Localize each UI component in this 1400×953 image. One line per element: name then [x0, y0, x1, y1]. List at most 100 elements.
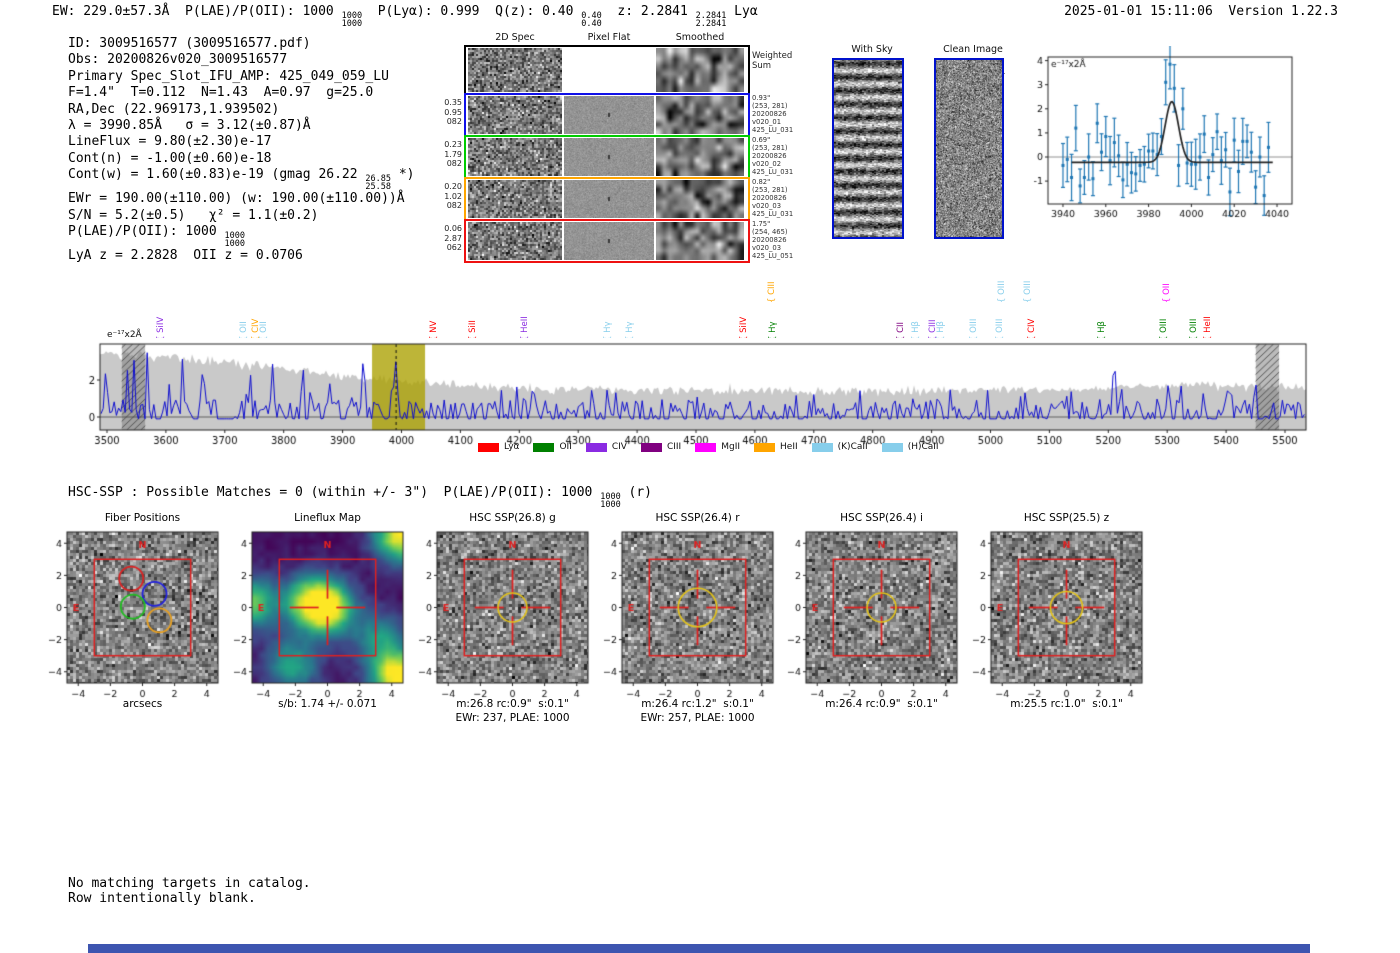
info-text: LyA z = 2.2828 OII z = 0.0706 [68, 248, 303, 264]
legend-swatch [533, 442, 555, 452]
header-fraction-hi: 2.2841 [695, 11, 727, 21]
spec2d-col-header: Pixel Flat [587, 32, 631, 43]
info-text: RA,Dec (22.969173,1.939502) [68, 101, 280, 117]
info-text: F=1.4" T=0.112 N=1.43 A=0.97 g=25.0 [68, 85, 374, 101]
spec2d-cell-smooth [656, 48, 744, 92]
cutout-plot-2 [216, 528, 408, 700]
hsc-text: (r) [620, 485, 653, 500]
legend-label: CIV [611, 442, 627, 452]
info-text: P(LAE)/P(OII): 1000 [68, 224, 225, 240]
info-text: ID: 3009516577 (3009516577.pdf) [68, 36, 311, 51]
info-fraction-lo: 25.58 [365, 182, 392, 193]
cutout-title-5: HSC SSP(26.4) i [840, 512, 923, 524]
spec2d-cell-smooth [656, 138, 744, 176]
partial-next-plot-bar [88, 944, 1310, 953]
cutout-title-1: Fiber Positions [104, 512, 181, 524]
cutout-caption-4: m:26.4 rc:1.2" s:0.1" [641, 698, 754, 710]
cutout-title-2: Lineflux Map [294, 512, 361, 524]
header-fraction: 0.40 0.40 [581, 11, 602, 29]
cutout-title-6: HSC SSP(25.5) z [1023, 512, 1110, 524]
spec2d-cell-flat [564, 96, 654, 134]
legend-item-HCaII: (H)CaII [881, 442, 939, 452]
legend-swatch [881, 442, 903, 452]
spec2d-row [464, 219, 750, 263]
cutout-plot-4 [586, 528, 778, 700]
info-text: Primary Spec_Slot_IFU_AMP: 425_049_059_L… [68, 68, 389, 84]
withsky-title-text: With Sky [851, 44, 893, 55]
spec2d-cell-flat [564, 222, 654, 260]
info-fraction-hi: 26.85 [365, 174, 392, 185]
cutout-caption-2: s/b: 1.74 +/- 0.071 [278, 698, 377, 710]
emission-line-fit-plot [1024, 46, 1302, 224]
header-fraction-hi: 1000 [341, 11, 363, 21]
info-fraction-lo: 1000 [224, 239, 246, 250]
spec2d-cell-noise [468, 48, 562, 92]
info-text: Obs: 20200826v020_3009516577 [68, 52, 288, 68]
spec2d-row-right-labels: 1.75" (254, 465) 20200826 v020_03 425_LU… [752, 220, 794, 260]
legend-item-OII: OII [533, 442, 572, 452]
cutout-title-4: HSC SSP(26.4) r [655, 512, 740, 524]
spec2d-weighted-label: Weighted Sum [752, 51, 793, 71]
spec2d-row-right-labels: 0.82" (253, 281) 20200826 v020_03 425_LU… [752, 178, 794, 218]
info-text: S/N = 5.2(±0.5) χ² = 1.1(±0.2) [68, 207, 319, 223]
header-fraction-lo: 2.2841 [695, 19, 727, 29]
legend-swatch [640, 442, 662, 452]
info-text: λ = 3990.85Å σ = 3.12(±0.87)Å [68, 118, 311, 134]
header-fraction-lo: 0.40 [581, 19, 602, 29]
info-line-10: EWr = 190.00(±110.00) (w: 190.00(±110.00… [68, 191, 415, 207]
hsc-fraction-hi: 1000 [600, 492, 621, 502]
withsky-image [832, 58, 904, 239]
info-line-13: LyA z = 2.2828 OII z = 0.0706 [68, 248, 415, 264]
legend-label: (H)CaII [907, 442, 939, 452]
spec2d-row-left-labels: 0.35 0.95 082 [444, 98, 462, 126]
cutout-title-3: HSC SSP(26.8) g [469, 512, 556, 524]
spec2d-col-header: 2D Spec [495, 32, 535, 43]
legend-swatch [754, 442, 776, 452]
spec2d-col-header: Smoothed [675, 32, 725, 43]
legend-label: HeII [780, 442, 798, 452]
spec2d-row [464, 177, 750, 221]
cutout-plot-5 [770, 528, 962, 700]
cutout-caption-6: m:25.5 rc:1.0" s:0.1" [1010, 698, 1123, 710]
info-line-2: Obs: 20200826v020_3009516577 [68, 52, 415, 68]
cutout-caption-1: arcsecs [122, 698, 163, 710]
header-fraction-hi: 0.40 [581, 11, 602, 21]
legend-swatch [695, 442, 717, 452]
legend-label: OII [559, 442, 572, 452]
info-line-8: Cont(n) = -1.00(±0.60)e-18 [68, 151, 415, 167]
legend-label: CIII [666, 442, 682, 452]
info-line-6: λ = 3990.85Å σ = 3.12(±0.87)Å [68, 118, 415, 134]
info-line-7: LineFlux = 9.80(±2.30)e-17 [68, 134, 415, 150]
info-line-5: RA,Dec (22.969173,1.939502) [68, 102, 415, 118]
cutout-caption-5: m:26.4 rc:0.9" s:0.1" [825, 698, 938, 710]
info-fraction: 1000 1000 [224, 232, 246, 250]
legend-label: Lyα [504, 442, 520, 452]
spectrum-legend: Lyα OII CIV CIII MgII HeII (K)CaII (H)CaII [478, 442, 939, 452]
cutout-caption2-3: EWr: 237, PLAE: 1000 [455, 712, 570, 724]
spectrum-line-labels: { SiIV{ OII{ CIV{ OII{ NV{ SiII{ HeII{ H… [0, 0, 1400, 360]
spec2d-row-left-labels: 0.20 1.02 082 [444, 182, 462, 210]
cutout-plot-6 [955, 528, 1147, 700]
info-fraction: 26.85 25.58 [365, 174, 392, 193]
line-label-OII: { OII [1162, 283, 1173, 303]
cutout-caption2-4: EWr: 257, PLAE: 1000 [640, 712, 755, 724]
spec2d-rows: Weighted Sum 0.35 0.95 082 0.93" (253, 281… [438, 28, 798, 263]
legend-swatch [811, 442, 833, 452]
info-line-9: Cont(w) = 1.60(±0.83)e-19 (gmag 26.22 26… [68, 167, 415, 191]
header-text: P(Lyα): 0.999 Q(z): 0.40 [362, 4, 582, 19]
spec2d-cell-flat [564, 180, 654, 218]
spec2d-row [464, 45, 750, 95]
legend-item-CIII: CIII [640, 442, 682, 452]
legend-item-MgII: MgII [695, 442, 740, 452]
line-label-OIII: { OIII [1023, 280, 1034, 303]
hsc-ssp-match-line: HSC-SSP : Possible Matches = 0 (within +… [68, 485, 652, 509]
spec2d-cell-noise [468, 222, 562, 260]
legend-label: MgII [721, 442, 741, 452]
hsc-fraction: 1000 1000 [600, 492, 621, 510]
info-line-1: ID: 3009516577 (3009516577.pdf) [68, 36, 415, 52]
info-line-4: F=1.4" T=0.112 N=1.43 A=0.97 g=25.0 [68, 85, 415, 101]
footer-line-1: No matching targets in catalog. [68, 876, 311, 891]
info-text: *) [391, 167, 415, 183]
header-summary: EW: 229.0±57.3Å P(LAE)/P(OII): 1000 1000… [52, 4, 758, 28]
